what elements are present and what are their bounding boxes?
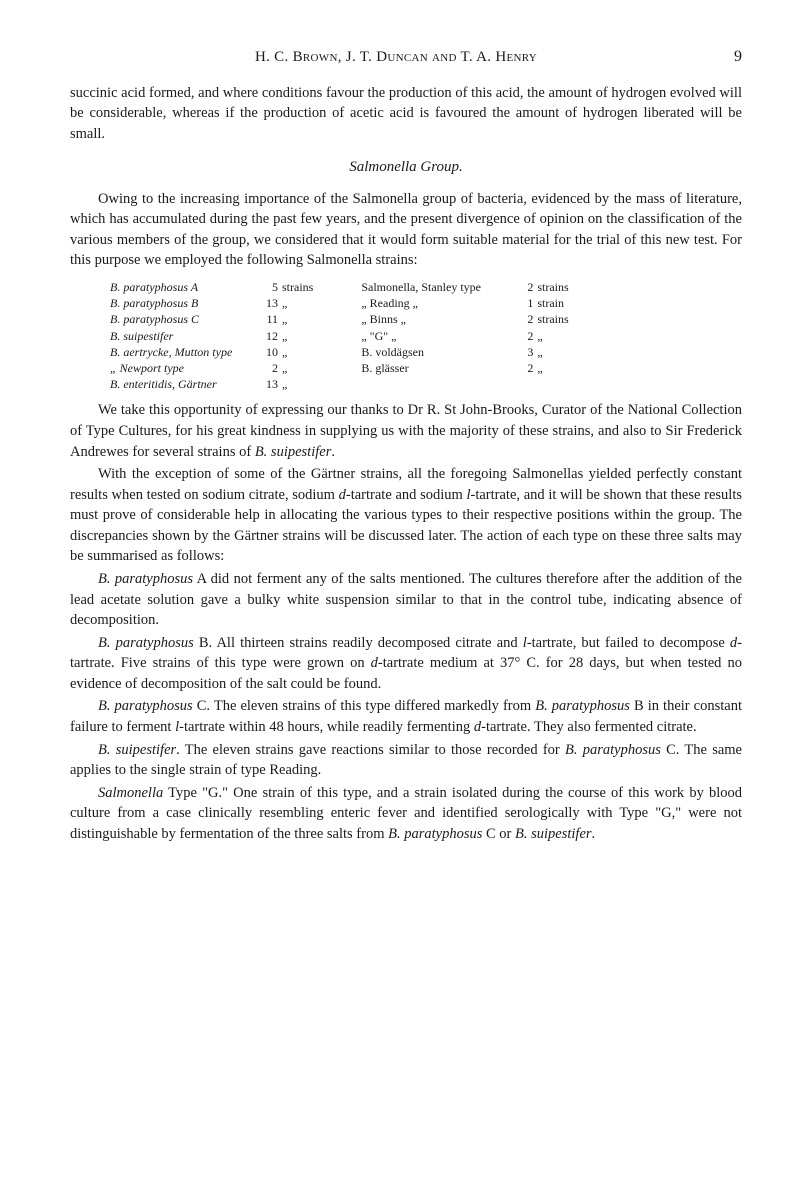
- page-number: 9: [722, 46, 742, 69]
- text: .: [331, 444, 335, 460]
- paragraph-1: succinic acid formed, and where conditio…: [70, 83, 742, 145]
- strain-unit: „: [282, 311, 319, 327]
- species-name: B. paratyphosus: [98, 635, 194, 651]
- strain-name: „ Reading „: [361, 295, 527, 311]
- strain-count: 2: [266, 360, 282, 376]
- text: .: [592, 826, 596, 842]
- table-row: B. paratyphosus C11„ „ Binns „2strains: [110, 311, 575, 327]
- table-row: B. suipestifer12„„ "G" „2„: [110, 328, 575, 344]
- strain-count: 5: [266, 279, 282, 295]
- strain-table: B. paratyphosus A5strainsSalmonella, Sta…: [110, 279, 742, 392]
- strain-name: B. paratyphosus A: [110, 279, 266, 295]
- table-row: B. aertrycke, Mutton type10„B. voldägsen…: [110, 344, 575, 360]
- strain-name: B. suipestifer: [110, 328, 266, 344]
- strain-name: B. glässer: [361, 360, 527, 376]
- text: C or: [482, 826, 515, 842]
- strain-count: 1: [527, 295, 537, 311]
- strain-name: „ Binns „: [361, 311, 527, 327]
- species-name: B. suipestifer: [515, 826, 592, 842]
- text: -tartrate. They also fermented citrate.: [481, 719, 697, 735]
- text: -tartrate and sodium: [346, 487, 467, 503]
- strain-name: B. voldägsen: [361, 344, 527, 360]
- strain-count: 2: [527, 279, 537, 295]
- text: We take this opportunity of expressing o…: [70, 402, 742, 459]
- strain-unit: „: [282, 376, 319, 392]
- strain-name: B. aertrycke, Mutton type: [110, 344, 266, 360]
- strain-count: 2: [527, 328, 537, 344]
- text: -tartrate within 48 hours, while readily…: [179, 719, 474, 735]
- paragraph-4: With the exception of some of the Gärtne…: [70, 464, 742, 567]
- strain-count: 13: [266, 376, 282, 392]
- strain-unit: „: [282, 360, 319, 376]
- isomer-letter: d: [371, 655, 378, 671]
- table-row: „ Newport type2„B. glässer2„: [110, 360, 575, 376]
- page-header: H. C. Brown, J. T. Duncan and T. A. Henr…: [70, 46, 742, 69]
- species-name: Salmonella: [98, 785, 163, 801]
- text: -tartrate, but failed to decompose: [527, 635, 730, 651]
- table-row: B. enteritidis, Gärtner13„: [110, 376, 575, 392]
- strain-unit: „: [282, 295, 319, 311]
- strain-unit: „: [282, 328, 319, 344]
- species-name: B. paratyphosus: [535, 698, 630, 714]
- species-name: B. suipestifer: [255, 444, 332, 460]
- strain-name: B. paratyphosus C: [110, 311, 266, 327]
- paragraph-9: Salmonella Type "G." One strain of this …: [70, 783, 742, 845]
- strain-count: 2: [527, 360, 537, 376]
- strain-count: 2: [527, 311, 537, 327]
- table-row: B. paratyphosus A5strainsSalmonella, Sta…: [110, 279, 575, 295]
- strain-unit: „: [537, 328, 574, 344]
- strain-name: Salmonella, Stanley type: [361, 279, 527, 295]
- species-name: B. paratyphosus: [565, 742, 661, 758]
- strain-name: B. enteritidis, Gärtner: [110, 376, 266, 392]
- strain-unit: strains: [282, 279, 319, 295]
- strain-unit: „: [282, 344, 319, 360]
- text: B. All thirteen strains readily decompos…: [194, 635, 523, 651]
- strain-count: 12: [266, 328, 282, 344]
- table-row: B. paratyphosus B13„ „ Reading „1strain: [110, 295, 575, 311]
- strain-unit: „: [537, 344, 574, 360]
- strain-count: 13: [266, 295, 282, 311]
- paragraph-7: B. paratyphosus C. The eleven strains of…: [70, 696, 742, 737]
- strain-name: [361, 376, 527, 392]
- strain-unit: „: [537, 360, 574, 376]
- strain-count: 10: [266, 344, 282, 360]
- strain-unit: strains: [537, 279, 574, 295]
- paragraph-3: We take this opportunity of expressing o…: [70, 400, 742, 462]
- strain-unit: strain: [537, 295, 574, 311]
- paragraph-2: Owing to the increasing importance of th…: [70, 189, 742, 271]
- header-authors: H. C. Brown, J. T. Duncan and T. A. Henr…: [70, 47, 722, 68]
- species-name: B. paratyphosus: [98, 698, 193, 714]
- strain-name: „ "G" „: [361, 328, 527, 344]
- strain-unit: [537, 376, 574, 392]
- paragraph-5: B. paratyphosus A did not ferment any of…: [70, 569, 742, 631]
- paragraph-8: B. suipestifer. The eleven strains gave …: [70, 740, 742, 781]
- strain-count: [527, 376, 537, 392]
- species-name: B. suipestifer: [98, 742, 176, 758]
- text: . The eleven strains gave reactions simi…: [176, 742, 565, 758]
- species-name: B. paratyphosus: [98, 571, 193, 587]
- paragraph-6: B. paratyphosus B. All thirteen strains …: [70, 633, 742, 695]
- strain-count: 3: [527, 344, 537, 360]
- section-title: Salmonella Group.: [70, 157, 742, 178]
- strain-name: B. paratyphosus B: [110, 295, 266, 311]
- strain-count: 11: [266, 311, 282, 327]
- species-name: B. paratyphosus: [388, 826, 482, 842]
- text: C. The eleven strains of this type diffe…: [193, 698, 536, 714]
- strain-name: „ Newport type: [110, 360, 266, 376]
- strain-unit: strains: [537, 311, 574, 327]
- isomer-letter: d: [339, 487, 346, 503]
